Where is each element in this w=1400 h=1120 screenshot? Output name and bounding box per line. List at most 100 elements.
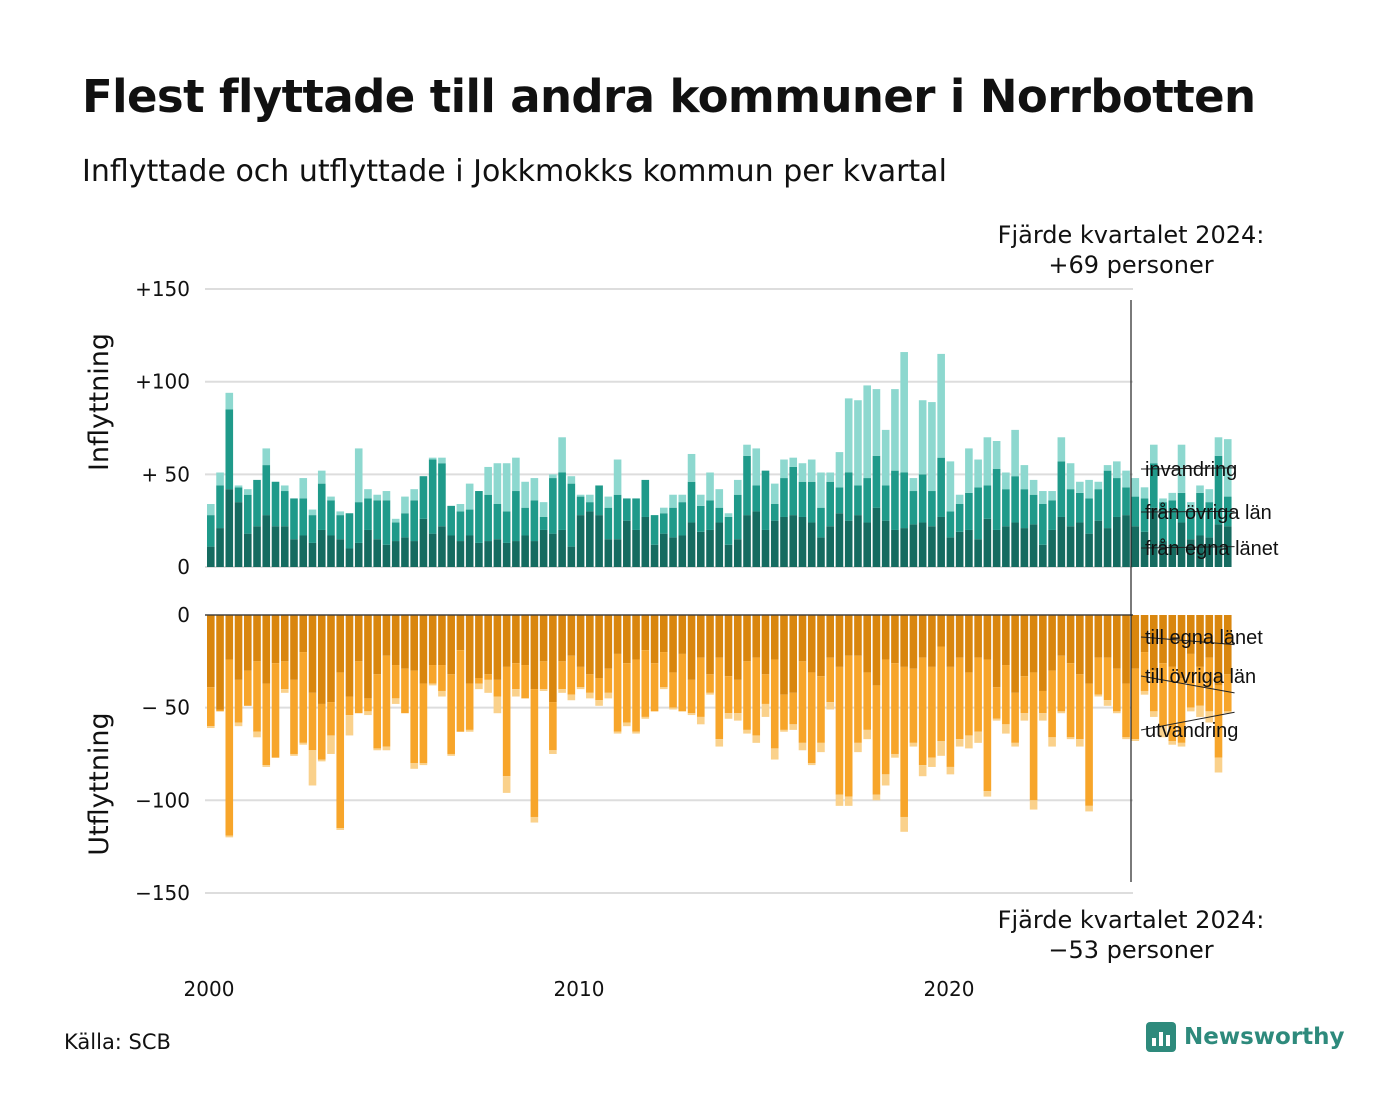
bar-in-seg-1 [484, 494, 492, 542]
bar-out-seg-2 [1057, 711, 1066, 714]
bar-in-seg-0 [1085, 533, 1093, 567]
bar-in-seg-1 [253, 479, 261, 527]
bar-in-seg-2 [512, 457, 520, 492]
bar-out-seg-2 [1223, 711, 1232, 714]
bar-out-seg-2 [1177, 742, 1186, 747]
bar-in-seg-2 [364, 489, 372, 499]
bar-in-seg-0 [345, 548, 354, 567]
bar-in-seg-1 [1131, 496, 1140, 527]
bar-in-seg-1 [696, 505, 705, 532]
bar-in-seg-0 [761, 529, 770, 567]
bar-out-seg-0 [817, 615, 825, 677]
bar-in-seg-0 [539, 529, 548, 567]
bar-out-seg-0 [234, 615, 243, 680]
y-axis-title-out: Utflyttning [84, 712, 115, 855]
bar-in-seg-1 [456, 511, 465, 542]
bar-in-seg-1 [798, 481, 807, 517]
bar-out-seg-1 [1085, 683, 1093, 806]
bar-out-seg-0 [345, 615, 354, 697]
bar-out-seg-0 [317, 615, 326, 704]
bar-in-seg-1 [918, 474, 927, 523]
bar-out-seg-1 [650, 663, 659, 712]
x-axis-ticks: 2000 2010 2020 [184, 977, 975, 1001]
bar-in-seg-0 [493, 539, 502, 567]
bar-in-seg-0 [530, 541, 539, 567]
bar-out-seg-1 [623, 663, 631, 723]
bar-in-seg-1 [687, 481, 696, 523]
bar-out-seg-0 [1113, 615, 1121, 669]
bar-out-seg-1 [891, 663, 899, 754]
bar-out-seg-2 [937, 741, 945, 756]
bar-in-seg-1 [216, 485, 224, 529]
bar-out-seg-1 [253, 661, 261, 732]
bar-out-seg-0 [1103, 615, 1112, 658]
bar-out-seg-0 [253, 615, 261, 662]
bar-in-seg-1 [743, 455, 751, 516]
bar-in-seg-2 [262, 448, 271, 466]
bar-out-seg-2 [1094, 694, 1103, 697]
bar-out-seg-1 [225, 659, 234, 836]
bar-out-seg-2 [623, 722, 631, 727]
bar-in-seg-1 [992, 468, 1001, 530]
bar-in-seg-0 [207, 546, 215, 567]
bar-out-seg-1 [1039, 690, 1047, 714]
annotation-top-line1: Fjärde kvartalet 2024: [998, 221, 1265, 249]
bar-in-seg-1 [549, 478, 557, 534]
bar-out-seg-0 [909, 615, 918, 669]
bar-in-seg-1 [854, 485, 862, 516]
bar-in-seg-1 [290, 498, 298, 540]
bar-out-seg-0 [660, 615, 668, 653]
bar-out-seg-0 [271, 615, 280, 664]
bar-in-seg-2 [817, 472, 825, 508]
bar-in-seg-0 [456, 541, 465, 567]
bar-out-seg-1 [1159, 663, 1167, 727]
bar-in-seg-1 [928, 491, 936, 527]
bar-in-seg-0 [317, 529, 326, 567]
legend-leader [1140, 711, 1235, 731]
bar-out-seg-2 [1196, 705, 1204, 717]
bar-out-seg-2 [484, 679, 492, 693]
bar-out-seg-0 [225, 615, 234, 660]
bar-in-seg-0 [1029, 524, 1038, 567]
bar-out-seg-2 [317, 759, 326, 762]
bar-in-seg-1 [539, 516, 548, 530]
bar-in-seg-2 [1048, 491, 1056, 501]
bar-in-seg-0 [891, 529, 899, 567]
bar-in-seg-1 [1020, 489, 1029, 529]
bar-in-seg-2 [1039, 491, 1047, 504]
bar-out-seg-1 [835, 666, 844, 795]
bar-out-seg-0 [743, 615, 751, 662]
bar-in-seg-2 [1103, 465, 1112, 471]
bar-in-seg-0 [280, 526, 289, 567]
bar-out-seg-2 [632, 731, 640, 734]
bar-in-seg-0 [706, 529, 714, 567]
bar-in-seg-2 [216, 472, 224, 486]
bar-in-seg-0 [780, 516, 788, 567]
bar-in-seg-1 [678, 502, 687, 536]
bar-out-seg-2 [207, 726, 215, 729]
bar-in-seg-0 [567, 546, 576, 567]
bar-in-seg-2 [1140, 487, 1149, 499]
bar-in-seg-0 [595, 515, 603, 567]
bar-in-seg-0 [216, 528, 224, 567]
bar-in-seg-2 [854, 400, 862, 486]
bar-out-seg-0 [974, 615, 982, 658]
bar-out-seg-1 [669, 672, 677, 708]
bar-out-seg-1 [863, 672, 871, 730]
bar-out-seg-2 [872, 794, 881, 801]
bar-in-seg-1 [521, 507, 529, 536]
y-tick-label: −100 [135, 788, 190, 812]
bar-out-seg-0 [558, 615, 566, 662]
bar-out-seg-2 [715, 739, 724, 747]
bar-in-seg-0 [881, 520, 890, 567]
bar-in-seg-0 [447, 535, 455, 567]
bar-in-seg-0 [1011, 522, 1019, 567]
bar-in-seg-0 [401, 537, 409, 567]
bar-out-seg-1 [1186, 653, 1195, 708]
bar-in-seg-1 [1066, 489, 1075, 527]
bar-in-seg-2 [613, 459, 622, 495]
bar-in-seg-1 [761, 470, 770, 530]
bar-out-seg-0 [493, 615, 502, 680]
bar-out-seg-0 [280, 615, 289, 662]
bar-out-seg-0 [1076, 615, 1084, 675]
